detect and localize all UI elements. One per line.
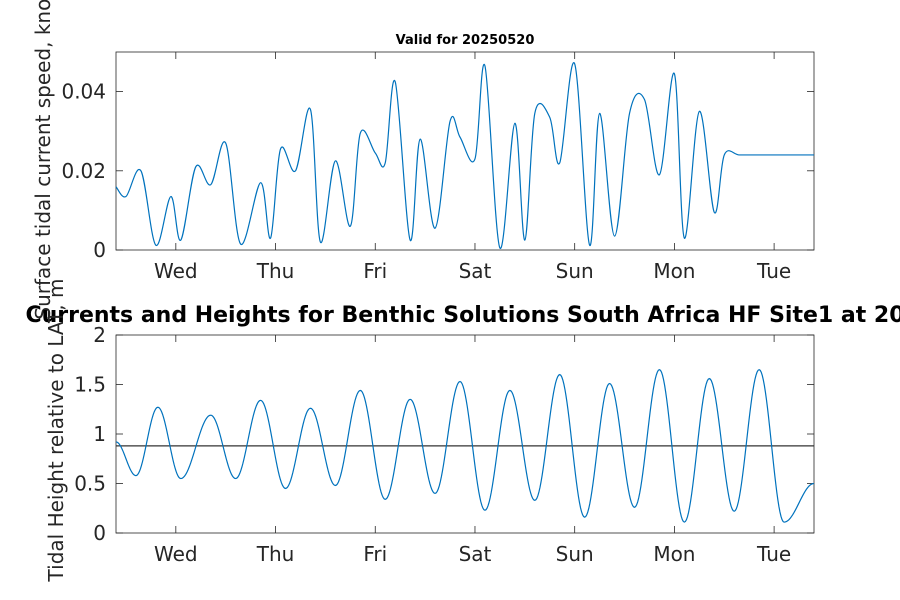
x-tick-label: Sat <box>459 542 492 566</box>
y-tick-label: 0 <box>93 238 106 262</box>
x-tick-label: Sun <box>556 542 594 566</box>
tidal-height-panel: Currents and Heights for Benthic Solutio… <box>25 279 900 583</box>
x-tick-label: Fri <box>363 542 387 566</box>
y-tick-label: 0 <box>93 521 106 545</box>
current-speed-series <box>115 62 814 249</box>
tidal-y-ticks: 0 0.5 1 1.5 2 <box>74 323 814 545</box>
x-tick-label: Tue <box>756 542 791 566</box>
y-tick-label: 0.04 <box>61 80 106 104</box>
x-tick-label: Sun <box>556 259 594 283</box>
x-tick-label: Sat <box>459 259 492 283</box>
tidal-y-axis-label: Tidal Height relative to LAT, m <box>44 279 68 583</box>
current-x-ticks: Wed Thu Fri Sat Sun Mon Tue <box>154 52 791 283</box>
x-tick-label: Mon <box>653 542 695 566</box>
tidal-height-series <box>115 368 815 523</box>
tidal-x-ticks: Wed Thu Fri Sat Sun Mon Tue <box>154 335 791 566</box>
y-tick-label: 1.5 <box>74 373 106 397</box>
tidal-panel-title: Currents and Heights for Benthic Solutio… <box>25 303 900 328</box>
y-tick-label: 1 <box>93 422 106 446</box>
tidal-plot-area <box>115 334 815 534</box>
y-tick-label: 2 <box>93 323 106 347</box>
y-tick-label: 0.02 <box>61 159 106 183</box>
current-y-ticks: 0 0.02 0.04 <box>61 80 814 262</box>
current-plot-area <box>115 51 815 251</box>
current-speed-panel: Valid for 20250520 0 0.02 0.04 Wed Thu Fri Sa… <box>31 0 815 320</box>
x-tick-label: Wed <box>154 542 198 566</box>
x-tick-label: Fri <box>363 259 387 283</box>
x-tick-label: Thu <box>256 259 295 283</box>
current-panel-title: Valid for 20250520 <box>396 33 535 48</box>
x-tick-label: Thu <box>256 542 295 566</box>
current-y-axis-label: Surface tidal current speed, knots <box>31 0 55 320</box>
x-tick-label: Tue <box>756 259 791 283</box>
x-tick-label: Mon <box>653 259 695 283</box>
x-tick-label: Wed <box>154 259 198 283</box>
y-tick-label: 0.5 <box>74 472 106 496</box>
